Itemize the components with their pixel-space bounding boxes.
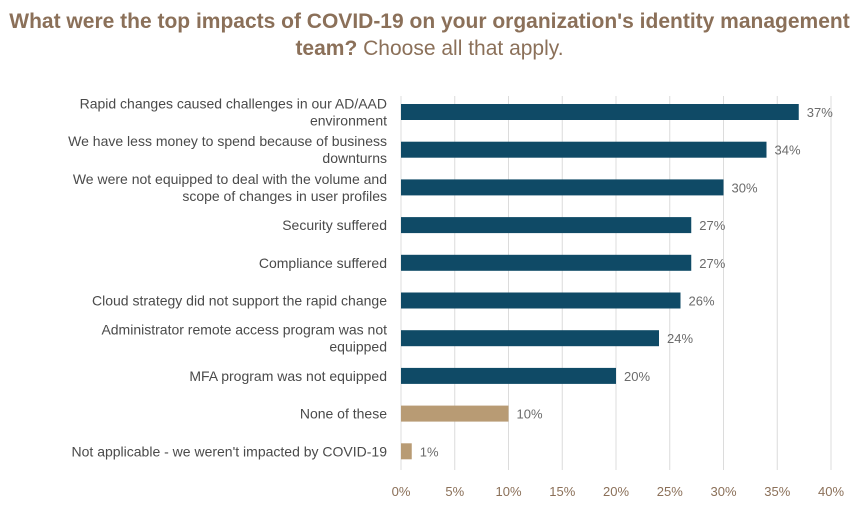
data-label: 30%	[732, 180, 758, 195]
data-label: 37%	[807, 105, 833, 120]
bar	[401, 141, 767, 158]
x-tick-label: 20%	[603, 484, 629, 499]
bar	[401, 254, 692, 271]
category-label: We were not equipped to deal with the vo…	[73, 171, 387, 204]
category-label: None of these	[300, 406, 387, 422]
chart-title-light: Choose all that apply.	[363, 37, 564, 60]
category-label: Cloud strategy did not support the rapid…	[92, 293, 387, 309]
data-label: 1%	[420, 444, 439, 459]
x-tick-label: 15%	[549, 484, 575, 499]
bar	[401, 367, 616, 384]
data-label: 34%	[775, 143, 801, 158]
chart-title: What were the top impacts of COVID-19 on…	[0, 8, 859, 62]
bar	[401, 405, 509, 422]
data-label: 24%	[667, 331, 693, 346]
x-tick-label: 35%	[764, 484, 790, 499]
bar	[401, 330, 659, 347]
category-label: Rapid changes caused challenges in our A…	[80, 96, 388, 129]
category-label: Security suffered	[282, 217, 387, 233]
x-tick-label: 10%	[495, 484, 521, 499]
x-tick-label: 25%	[657, 484, 683, 499]
x-tick-label: 40%	[818, 484, 844, 499]
x-tick-label: 30%	[710, 484, 736, 499]
bar	[401, 104, 799, 120]
data-label: 27%	[699, 256, 725, 271]
category-label: We have less money to spend because of b…	[68, 133, 387, 166]
chart-title-bold: What were the top impacts of COVID-19 on…	[9, 10, 850, 60]
data-label: 26%	[689, 294, 715, 309]
data-label: 27%	[699, 218, 725, 233]
x-tick-label: 5%	[445, 484, 464, 499]
category-label: Compliance suffered	[259, 255, 387, 271]
category-label: Not applicable - we weren't impacted by …	[72, 443, 388, 459]
bar	[401, 217, 692, 234]
bar	[401, 179, 724, 196]
bar	[401, 292, 681, 309]
data-label: 10%	[517, 407, 543, 422]
category-label: MFA program was not equipped	[189, 368, 387, 384]
bar	[401, 443, 412, 460]
data-label: 20%	[624, 369, 650, 384]
category-label: Administrator remote access program was …	[101, 322, 387, 355]
x-tick-label: 0%	[392, 484, 411, 499]
